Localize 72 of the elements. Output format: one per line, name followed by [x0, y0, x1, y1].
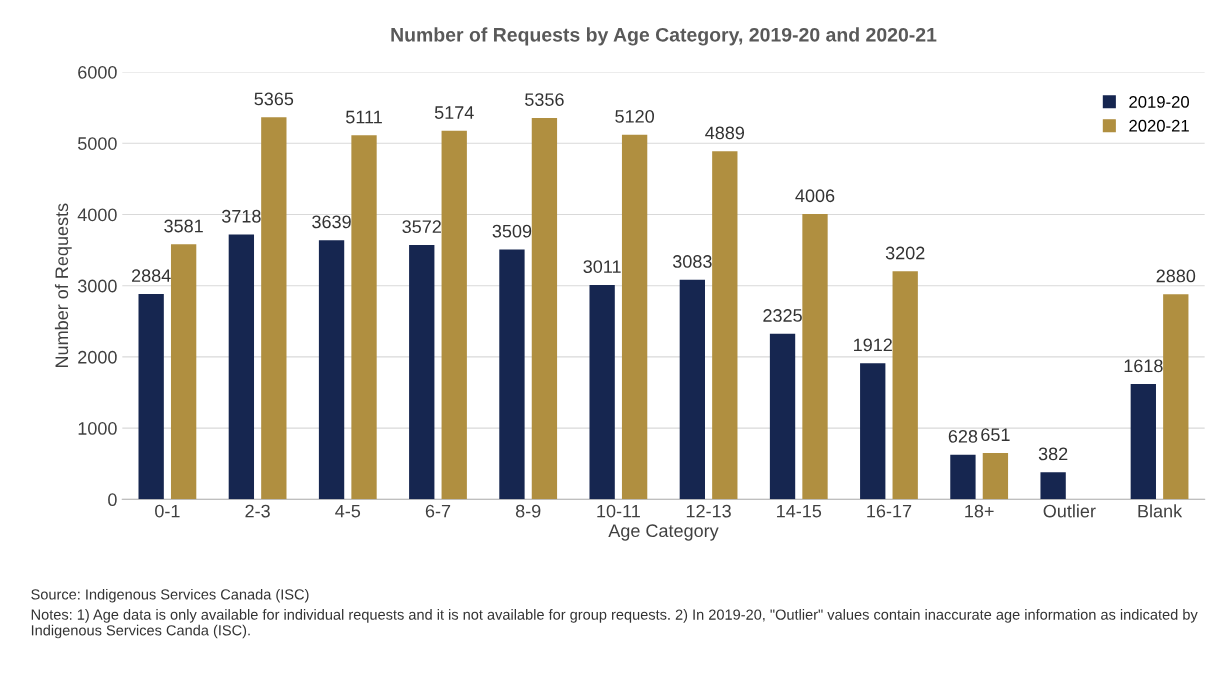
data-label: 651: [981, 428, 1010, 442]
bar: [1040, 472, 1066, 500]
x-tick-label: 8-9: [515, 504, 541, 518]
text: Notes: 1) Age data is only available for individual requests and it is not available for group requests. 2) In 2019-20, "Outlier" values contain inaccurate age information as indicated by Indigenous Services Canda (ISC).: [31, 609, 1198, 639]
data-label: 3509: [492, 224, 532, 238]
bar: [950, 454, 976, 500]
data-label: 4006: [795, 189, 835, 203]
data-label: 2325: [763, 309, 802, 322]
data-label: 382: [1038, 447, 1068, 461]
data-label: 1912: [854, 338, 892, 352]
data-label: 5111: [346, 110, 382, 124]
x-tick-label: 10-11: [597, 504, 640, 518]
data-label: 4889: [705, 126, 745, 140]
data-label: 3572: [402, 220, 441, 234]
data-label: 3639: [312, 215, 351, 229]
x-axis-title: Age Category: [608, 524, 719, 541]
data-label: 3202: [885, 246, 925, 260]
bar: [1130, 384, 1156, 500]
data-label: 2880: [1156, 269, 1196, 283]
data-label: 1618: [1124, 359, 1163, 373]
bar: [409, 244, 435, 500]
bar: [499, 249, 525, 500]
bar: [769, 333, 796, 500]
x-tick-label: 16-17: [867, 504, 912, 518]
bar: [1163, 294, 1189, 500]
y-tick-label: 3000: [77, 279, 117, 293]
y-tick-label: 2000: [78, 350, 117, 364]
bar: [441, 130, 467, 500]
data-label: 5365: [254, 92, 294, 106]
data-label: 3718: [221, 209, 261, 223]
bar: [531, 117, 558, 500]
bar: [261, 117, 287, 500]
bar: [712, 151, 738, 500]
data-label: 3011: [583, 260, 621, 273]
bar: [138, 293, 164, 500]
source-note: Source: Indigenous Services Canada (ISC): [31, 588, 309, 603]
y-tick-label: 4000: [77, 208, 117, 222]
legend-label: 2020-21: [1129, 119, 1189, 132]
y-tick-label: 6000: [78, 65, 117, 79]
x-tick-label: Blank: [1138, 504, 1183, 518]
x-tick-label: 2-3: [245, 504, 270, 518]
data-label: 3083: [672, 255, 712, 268]
x-tick-label: 4-5: [335, 504, 361, 518]
bar: [679, 279, 705, 500]
data-label: 5356: [525, 93, 564, 106]
x-tick-label: 0-1: [155, 504, 180, 518]
y-axis-title: Number of Requests: [54, 203, 72, 367]
y-tick-label: 0: [108, 493, 117, 507]
bar: [170, 244, 197, 500]
data-label: 5174: [434, 106, 474, 119]
bar: [982, 453, 1009, 500]
bar: [892, 271, 918, 500]
bar: [228, 234, 255, 500]
bar: [860, 363, 886, 500]
legend-label: 2019-20: [1129, 96, 1190, 108]
y-tick-label: 1000: [78, 422, 117, 435]
x-tick-label: 6-7: [425, 504, 451, 518]
data-label: 3581: [164, 219, 203, 233]
bar: [621, 134, 648, 500]
x-tick-label: 12-13: [686, 504, 731, 518]
x-tick-label: 18+: [965, 504, 994, 518]
bar: [802, 214, 828, 500]
bar: [351, 135, 377, 500]
data-label: 2884: [131, 269, 171, 283]
x-tick-label: 14-15: [777, 504, 822, 518]
bar: [318, 240, 345, 500]
y-tick-label: 5000: [78, 137, 117, 150]
bar: [589, 284, 615, 500]
chart-title: Number of Requests by Age Category, 2019-20 and 2020-21: [391, 27, 937, 46]
x-tick-label: Outlier: [1043, 504, 1096, 518]
data-label: 628: [948, 429, 978, 443]
data-label: 5120: [615, 110, 654, 123]
